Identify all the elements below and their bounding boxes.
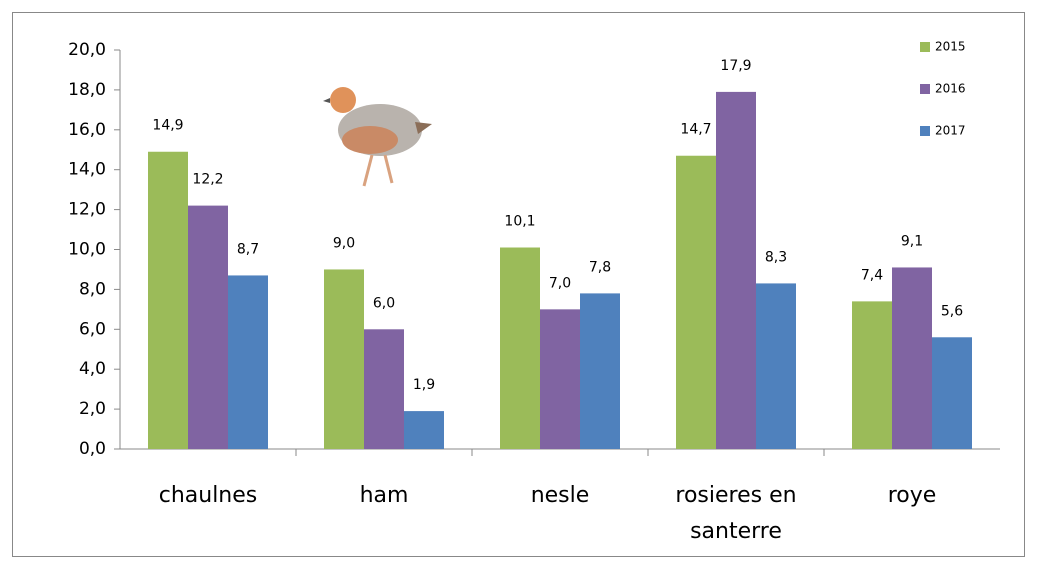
- y-tick-label: 10,0: [68, 240, 106, 260]
- value-label: 8,7: [237, 241, 259, 257]
- y-tick-label: 8,0: [79, 279, 106, 299]
- partridge-illustration: [323, 87, 432, 187]
- value-label: 6,0: [373, 295, 395, 311]
- y-tick-label: 12,0: [68, 200, 106, 220]
- value-label: 1,9: [413, 377, 435, 393]
- value-label: 9,0: [333, 235, 355, 251]
- value-label: 7,4: [861, 267, 883, 283]
- y-tick-label: 0,0: [79, 439, 106, 459]
- bar: [228, 275, 268, 449]
- bar: [540, 309, 580, 449]
- bar: [364, 329, 404, 449]
- y-tick-label: 6,0: [79, 319, 106, 339]
- bar: [188, 205, 228, 449]
- bar: [676, 155, 716, 450]
- bar: [852, 301, 892, 449]
- legend-swatch: [920, 42, 930, 52]
- y-tick-label: 20,0: [68, 40, 106, 60]
- legend-swatch: [920, 84, 930, 94]
- bar: [580, 293, 620, 449]
- legend-swatch: [920, 126, 930, 136]
- y-tick-label: 14,0: [68, 160, 106, 180]
- value-label: 14,7: [680, 122, 711, 138]
- legend-label: 2016: [935, 82, 966, 96]
- y-tick-label: 18,0: [68, 80, 106, 100]
- value-label: 12,2: [192, 172, 223, 188]
- value-label: 14,9: [152, 118, 183, 134]
- y-tick-label: 16,0: [68, 120, 106, 140]
- x-tick-label: chaulnes: [158, 483, 258, 508]
- y-tick-label: 2,0: [79, 399, 106, 419]
- x-tick-label: nesle: [530, 483, 590, 508]
- value-label: 10,1: [504, 214, 535, 230]
- bar: [500, 247, 540, 449]
- bar: [892, 267, 932, 449]
- bar: [756, 283, 796, 449]
- bar: [404, 411, 444, 449]
- value-label: 7,0: [549, 275, 571, 291]
- value-label: 7,8: [589, 259, 611, 275]
- legend-label: 2017: [935, 124, 966, 138]
- legend-label: 2015: [935, 40, 966, 54]
- bar: [716, 91, 756, 450]
- y-tick-label: 4,0: [79, 359, 106, 379]
- value-label: 9,1: [901, 233, 923, 249]
- value-label: 5,6: [941, 303, 963, 319]
- x-tick-label: roye: [887, 483, 937, 508]
- bar: [932, 337, 972, 449]
- bar: [324, 269, 364, 449]
- x-tick-label: ham: [359, 483, 409, 508]
- value-label: 8,3: [765, 249, 787, 265]
- bar: [148, 151, 188, 449]
- x-tick-label: rosieres en santerre: [675, 483, 797, 544]
- value-label: 17,9: [720, 58, 751, 74]
